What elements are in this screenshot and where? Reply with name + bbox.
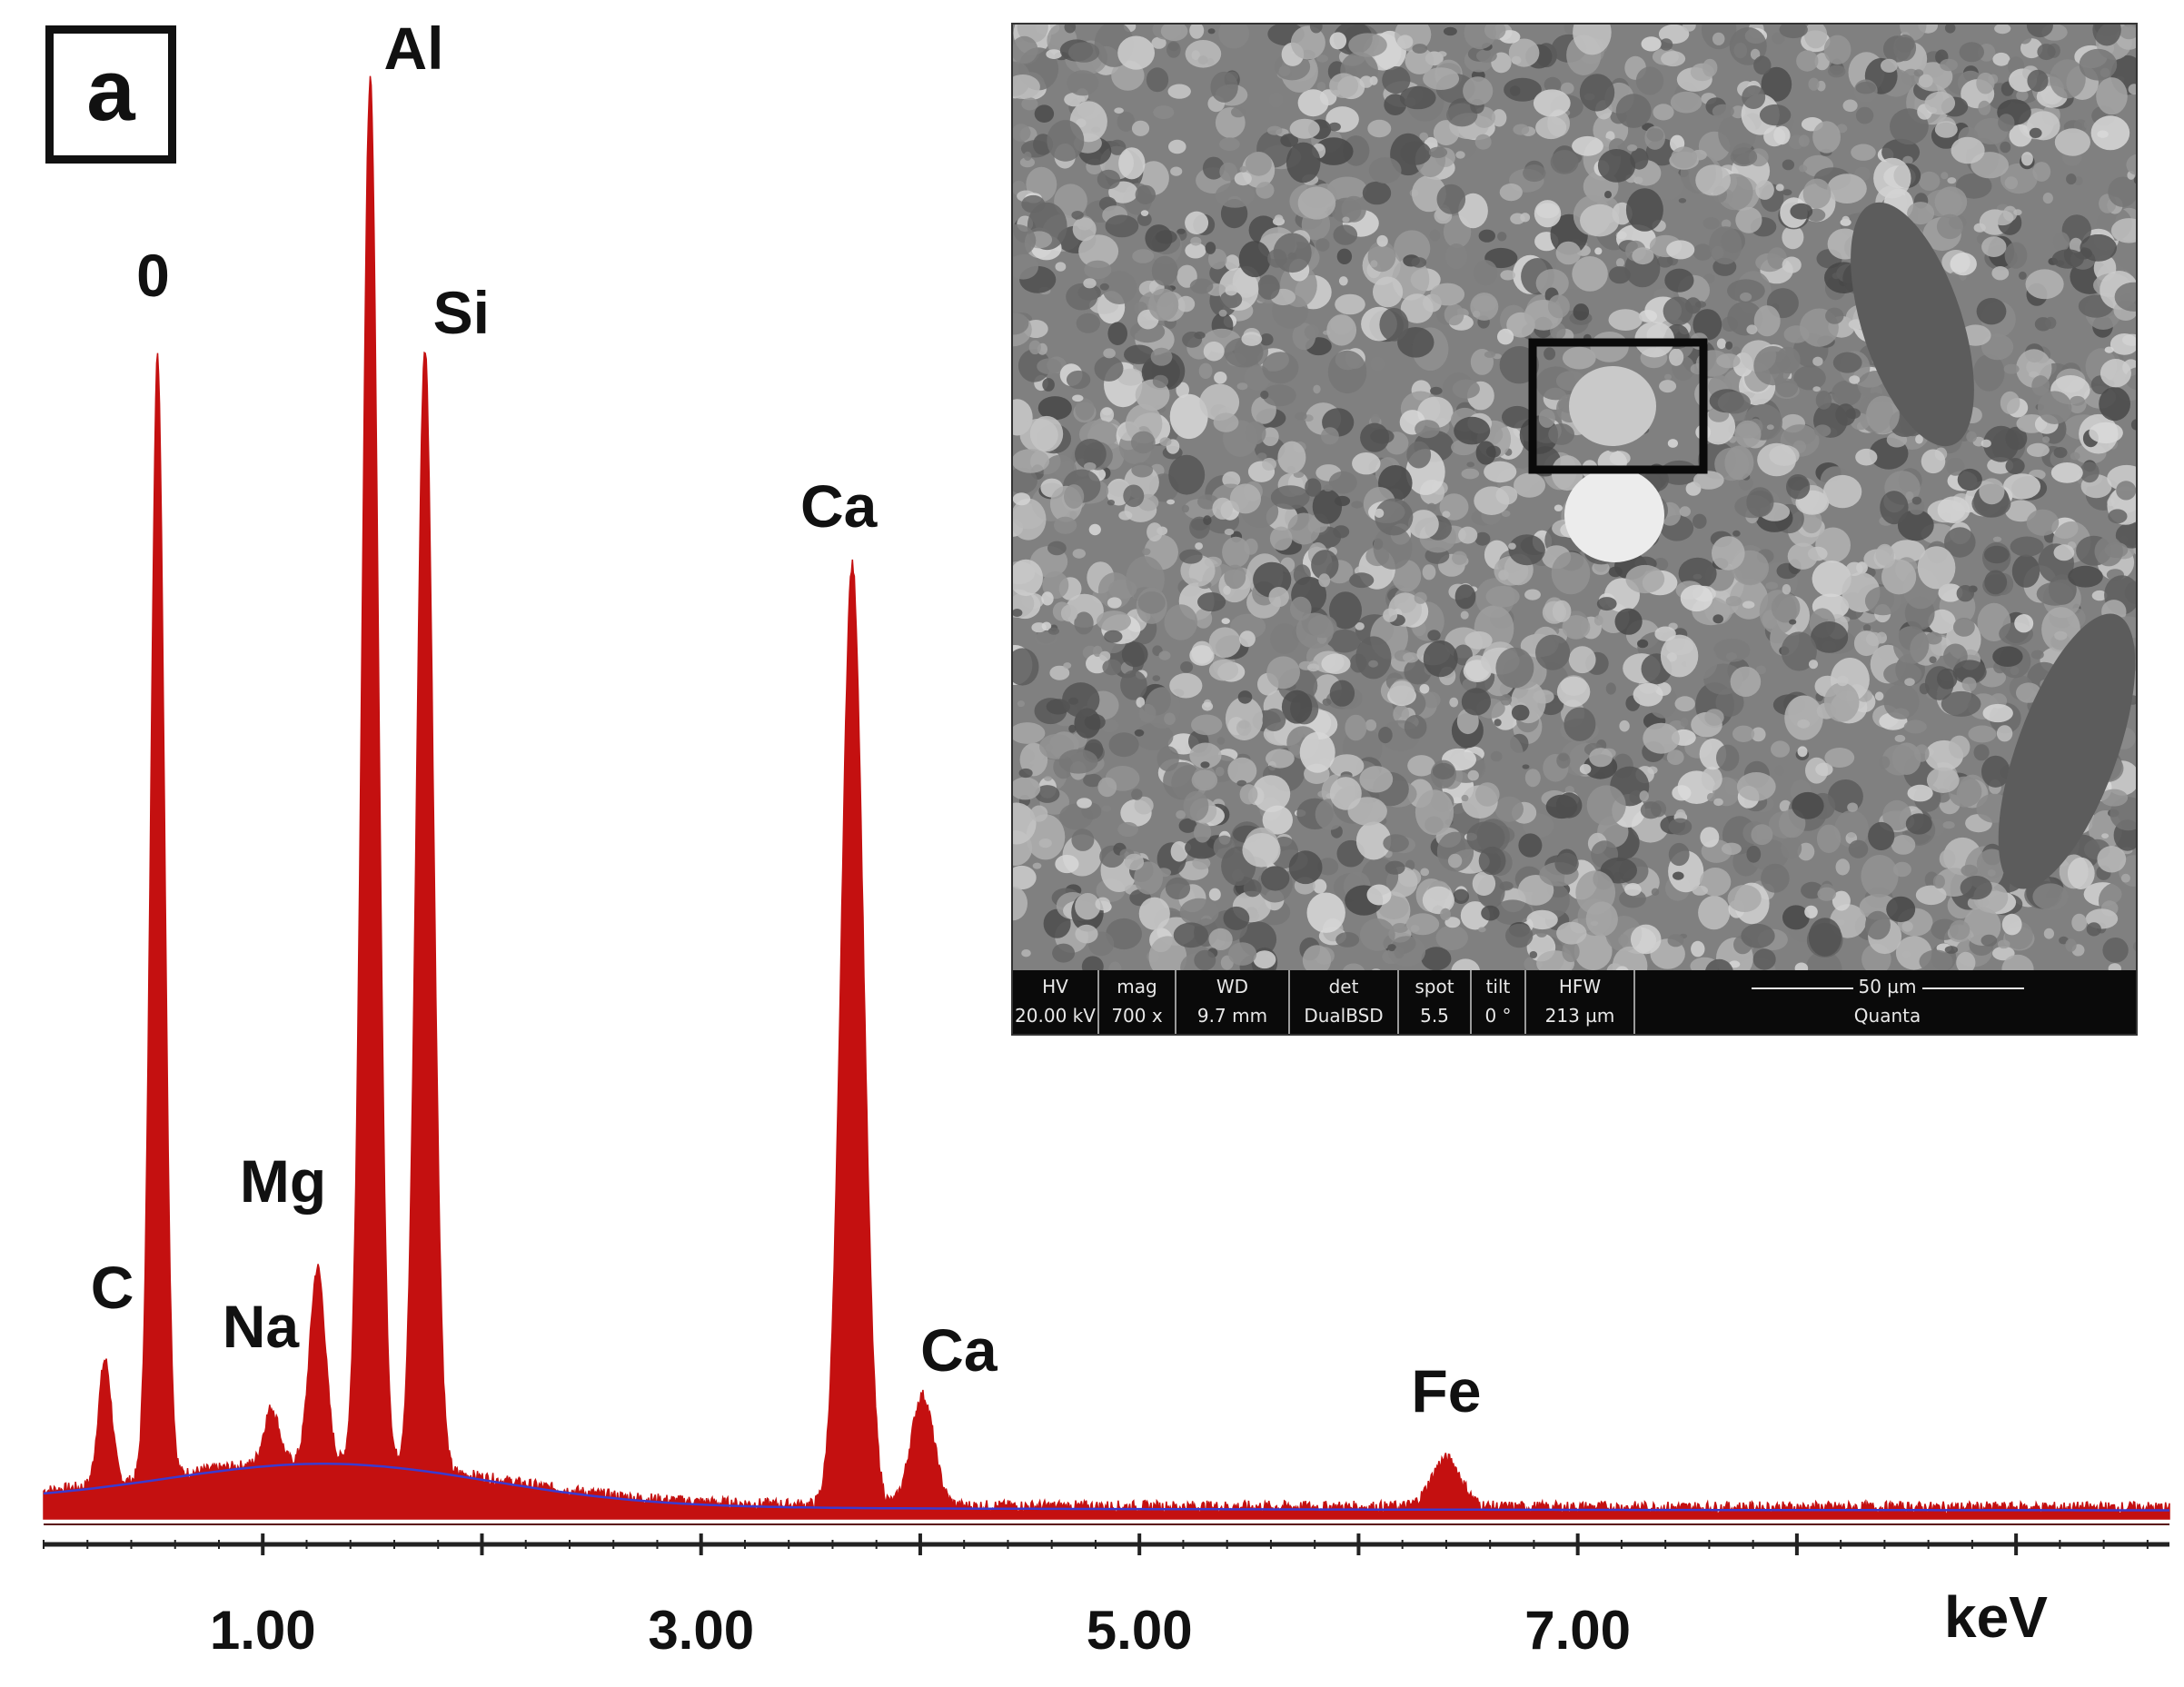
sem-databar-field: HV 20.00 kV bbox=[1013, 970, 1099, 1034]
peak-label: Al bbox=[383, 15, 444, 83]
sem-scale-bar-label: 50 µm bbox=[1852, 976, 1922, 997]
sem-field-header: HFW bbox=[1558, 976, 1602, 997]
sem-databar-field: WD 9.7 mm bbox=[1176, 970, 1290, 1034]
peak-label: Na bbox=[222, 1292, 300, 1360]
sem-field-header: mag bbox=[1117, 976, 1157, 997]
sem-field-value: 20.00 kV bbox=[1015, 1005, 1096, 1027]
sem-databar-field: det DualBSD bbox=[1290, 970, 1399, 1034]
sem-field-value: 213 µm bbox=[1544, 1005, 1615, 1027]
sem-dark-particle bbox=[1851, 202, 1974, 447]
peak-label: Si bbox=[432, 278, 490, 346]
sem-databar-field: mag 700 x bbox=[1099, 970, 1176, 1034]
sem-field-value: DualBSD bbox=[1304, 1005, 1384, 1027]
sem-field-value: 700 x bbox=[1111, 1005, 1163, 1027]
peak-label: Ca bbox=[799, 471, 878, 540]
sem-databar-field: tilt 0 ° bbox=[1472, 970, 1526, 1034]
x-tick-label: 7.00 bbox=[1524, 1600, 1632, 1661]
sem-field-value: 9.7 mm bbox=[1196, 1005, 1268, 1027]
sem-databar: HV 20.00 kV mag 700 x WD 9.7 mm det DualBSD spot… bbox=[1013, 970, 2136, 1034]
sem-micrograph-inset: HV 20.00 kV mag 700 x WD 9.7 mm det DualBSD spot… bbox=[1011, 23, 2138, 1036]
sem-field-header: det bbox=[1328, 976, 1359, 997]
sem-field-header: tilt bbox=[1485, 976, 1511, 997]
peak-label: Ca bbox=[920, 1315, 998, 1384]
sem-bright-particle bbox=[1564, 468, 1664, 562]
x-axis-unit-label: keV bbox=[1944, 1584, 2048, 1650]
peak-label: Fe bbox=[1411, 1356, 1482, 1424]
sem-databar-field: spot 5.5 bbox=[1399, 970, 1472, 1034]
panel-label: a bbox=[86, 42, 135, 139]
panel-label-box: a bbox=[45, 25, 176, 164]
sem-analysis-region-box bbox=[1528, 338, 1708, 474]
sem-field-header: HV bbox=[1042, 976, 1068, 997]
x-tick-label: 3.00 bbox=[648, 1600, 755, 1661]
peak-label: C bbox=[90, 1253, 134, 1321]
spectrum-area bbox=[43, 75, 2170, 1520]
sem-field-header: spot bbox=[1415, 976, 1454, 997]
sem-field-header: WD bbox=[1216, 976, 1249, 997]
x-tick-label: 5.00 bbox=[1086, 1600, 1193, 1661]
x-tick-label: 1.00 bbox=[209, 1600, 316, 1661]
sem-micrograph bbox=[1013, 25, 2136, 974]
sem-databar-field: HFW 213 µm bbox=[1526, 970, 1635, 1034]
sem-dark-particle bbox=[1998, 613, 2136, 889]
sem-field-value: 5.5 bbox=[1420, 1005, 1449, 1027]
sem-analyzed-particle bbox=[1569, 366, 1656, 446]
sem-instrument-label: Quanta bbox=[1853, 1005, 1921, 1027]
peak-label: Mg bbox=[239, 1147, 327, 1216]
sem-field-value: 0 ° bbox=[1484, 1005, 1512, 1027]
background-fit-line bbox=[43, 1463, 2169, 1512]
peak-label: 0 bbox=[136, 242, 170, 310]
